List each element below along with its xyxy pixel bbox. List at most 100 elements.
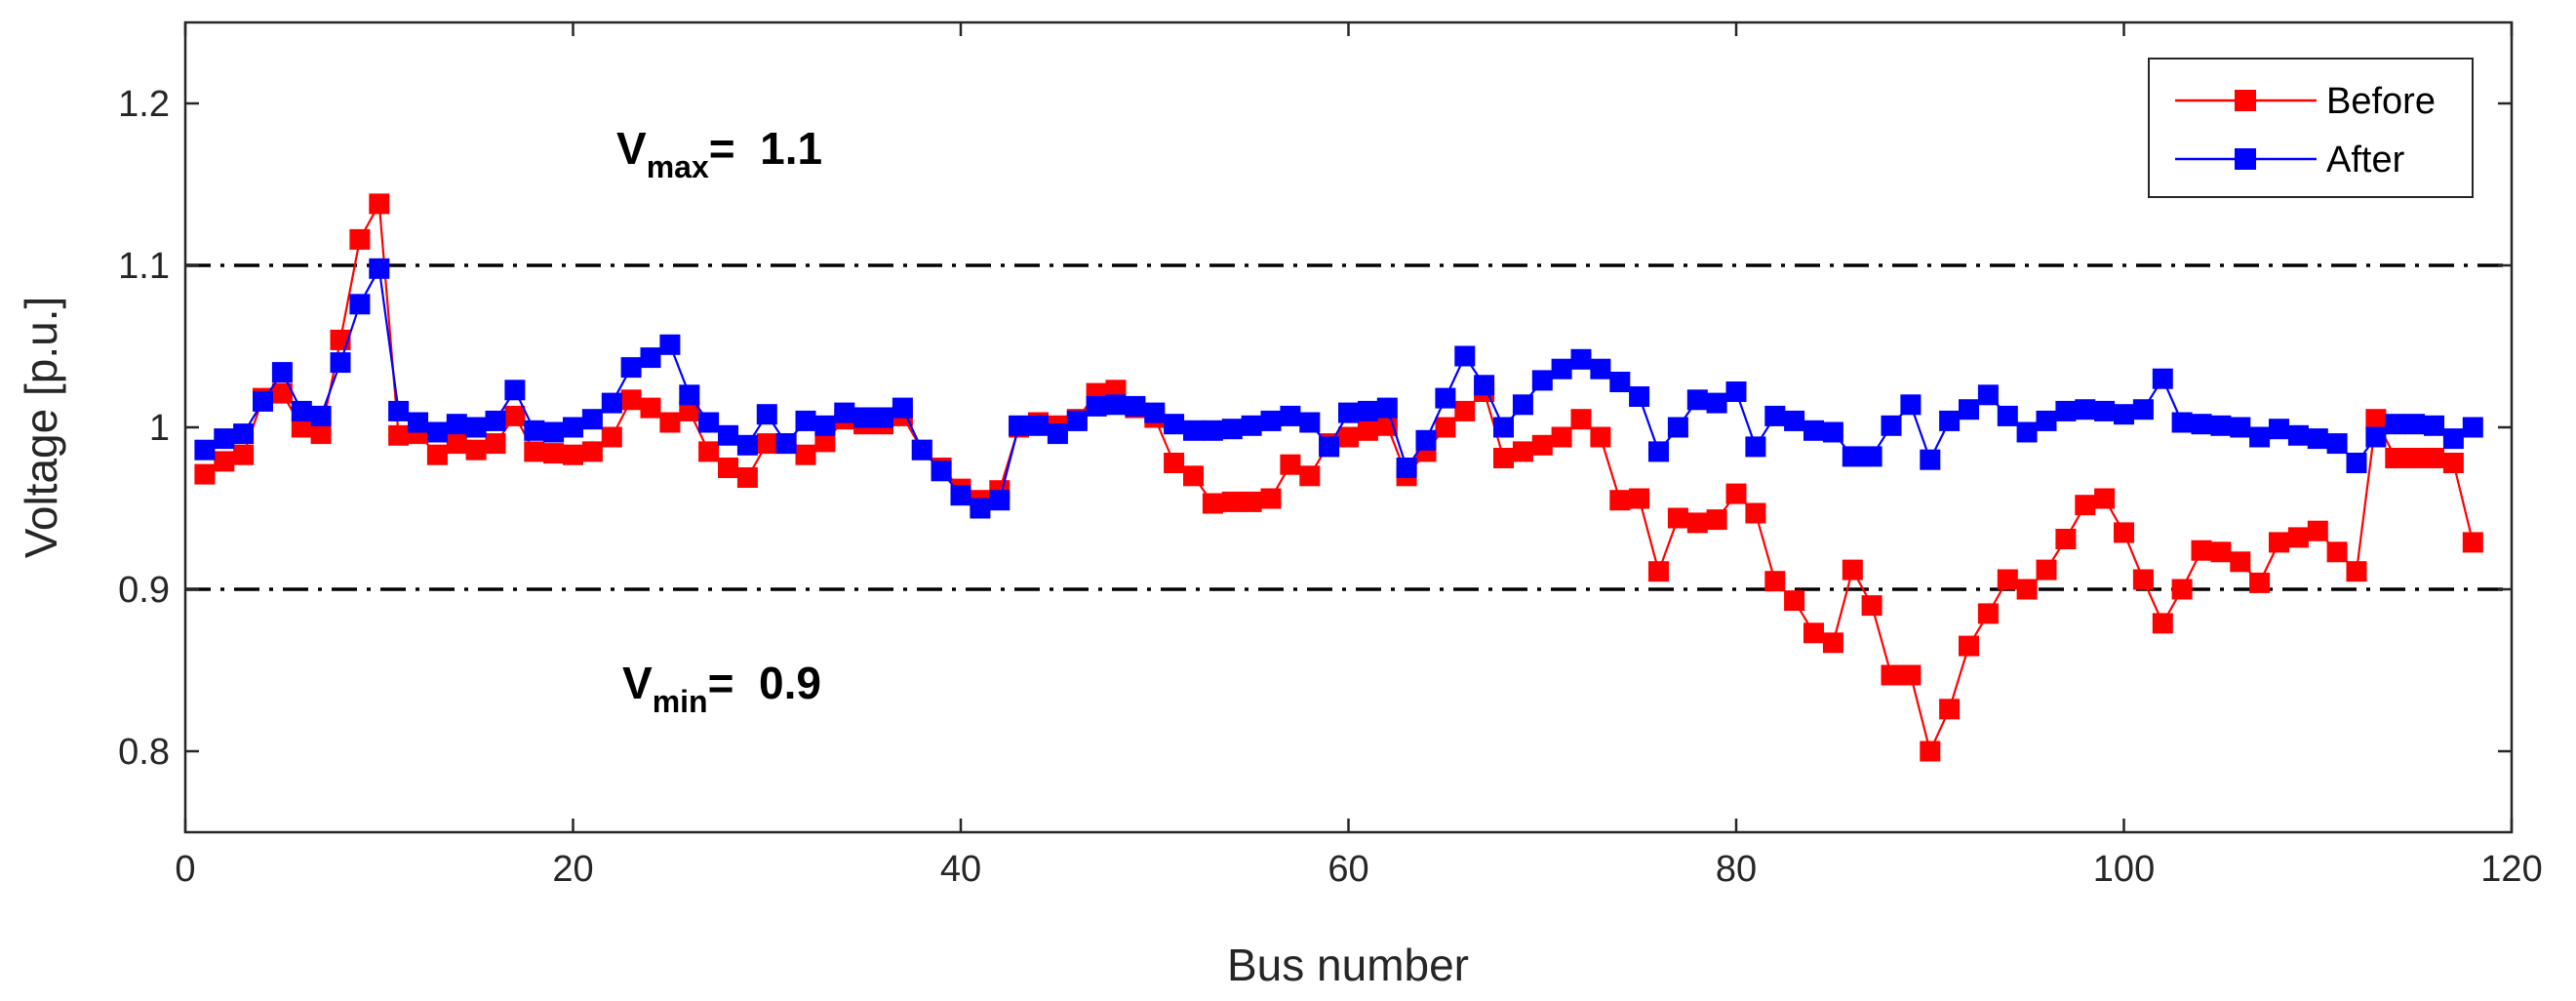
series-layer xyxy=(194,193,2483,762)
data-point-before xyxy=(214,451,235,472)
data-point-after xyxy=(2365,426,2387,448)
data-point-after xyxy=(1086,395,1107,417)
x-tick-label: 20 xyxy=(552,849,593,890)
data-point-after xyxy=(485,410,506,431)
data-point-after xyxy=(1183,420,1204,441)
data-point-after xyxy=(931,460,952,482)
data-point-before xyxy=(1764,571,1786,592)
data-point-after xyxy=(1629,386,1650,407)
data-point-before xyxy=(2230,551,2251,573)
data-point-before xyxy=(446,433,467,455)
legend-box xyxy=(2148,58,2474,198)
data-point-after xyxy=(1047,423,1068,445)
data-point-after xyxy=(1415,429,1437,451)
data-point-after xyxy=(950,485,971,506)
data-point-before xyxy=(1648,561,1669,582)
data-point-after xyxy=(1202,420,1223,441)
x-tick-label: 40 xyxy=(940,849,981,890)
data-point-after xyxy=(2287,424,2309,446)
data-point-after xyxy=(1959,399,1979,420)
data-point-after xyxy=(2424,415,2444,436)
data-point-after xyxy=(388,400,410,421)
data-point-before xyxy=(1629,488,1650,509)
data-point-after xyxy=(911,439,932,460)
data-point-after xyxy=(698,412,720,433)
data-point-after xyxy=(1125,395,1146,417)
data-point-before xyxy=(310,423,332,445)
data-point-before xyxy=(1454,400,1476,421)
data-point-after xyxy=(1144,402,1166,423)
legend: Before After xyxy=(2148,58,2474,198)
data-point-before xyxy=(1861,595,1882,617)
data-point-after xyxy=(1745,436,1766,458)
data-point-after xyxy=(1474,375,1495,396)
data-point-before xyxy=(1280,454,1301,475)
y-tick-label: 1 xyxy=(149,408,170,449)
y-tick-label: 0.8 xyxy=(118,732,170,773)
data-point-after xyxy=(1338,402,1359,423)
x-tick-label: 120 xyxy=(2480,849,2542,890)
data-point-before xyxy=(2287,527,2309,548)
data-point-after xyxy=(2016,421,2038,443)
data-point-after xyxy=(659,334,681,355)
data-point-after xyxy=(1164,414,1185,435)
data-point-before xyxy=(2114,522,2134,543)
data-point-before xyxy=(1435,417,1456,438)
data-point-after xyxy=(1822,421,1843,443)
x-axis-label: Bus number xyxy=(1227,940,1469,990)
data-point-after xyxy=(1861,446,1882,467)
data-point-after xyxy=(1686,389,1708,411)
data-point-after xyxy=(1241,415,1262,436)
data-point-before xyxy=(2442,453,2464,473)
data-point-before xyxy=(1609,490,1631,511)
data-point-after xyxy=(233,423,255,445)
data-point-after xyxy=(718,424,738,446)
data-point-before xyxy=(504,405,526,426)
data-point-before xyxy=(543,443,565,464)
data-point-before xyxy=(426,444,448,465)
data-point-after xyxy=(446,414,467,435)
data-point-after xyxy=(1570,348,1592,370)
x-tick-label: 80 xyxy=(1716,849,1757,890)
data-point-after xyxy=(581,409,603,430)
data-point-after xyxy=(892,397,913,419)
data-point-before xyxy=(795,444,816,465)
data-point-after xyxy=(1997,405,2018,426)
vmin-value: = 0.9 xyxy=(708,658,821,708)
data-point-after xyxy=(2326,433,2348,455)
data-point-before xyxy=(1570,409,1592,430)
data-point-after xyxy=(1900,394,1922,416)
data-point-after xyxy=(2462,417,2483,438)
data-point-before xyxy=(1725,483,1747,504)
data-point-after xyxy=(408,412,428,433)
data-point-before xyxy=(698,441,720,462)
data-point-after xyxy=(1299,412,1321,433)
reference-lines xyxy=(185,263,2512,591)
data-point-after xyxy=(2036,410,2057,431)
data-point-after xyxy=(756,404,777,425)
y-tick-label: 0.9 xyxy=(118,570,170,611)
data-point-before xyxy=(1842,559,1863,581)
data-point-before xyxy=(718,458,738,478)
data-point-before xyxy=(2385,448,2406,468)
data-point-after xyxy=(2171,412,2193,433)
data-point-before xyxy=(1822,632,1843,654)
data-point-after xyxy=(2385,414,2406,435)
data-point-before xyxy=(736,467,758,488)
data-point-after xyxy=(1376,397,1398,419)
data-point-after xyxy=(2055,400,2077,421)
data-point-before xyxy=(2094,488,2116,509)
y-tick-label: 1.2 xyxy=(118,84,170,125)
data-point-before xyxy=(2016,579,2038,600)
vmax-annotation: Vmax= 1.1 xyxy=(616,123,822,184)
data-point-before xyxy=(1920,741,1941,762)
data-point-before xyxy=(620,389,642,411)
data-point-before xyxy=(2152,613,2173,634)
data-point-after xyxy=(1531,370,1553,391)
data-point-after xyxy=(736,434,758,456)
data-point-before xyxy=(2365,409,2387,430)
data-point-after xyxy=(2269,419,2289,440)
data-point-after xyxy=(1784,410,1805,431)
data-point-after xyxy=(310,405,332,426)
